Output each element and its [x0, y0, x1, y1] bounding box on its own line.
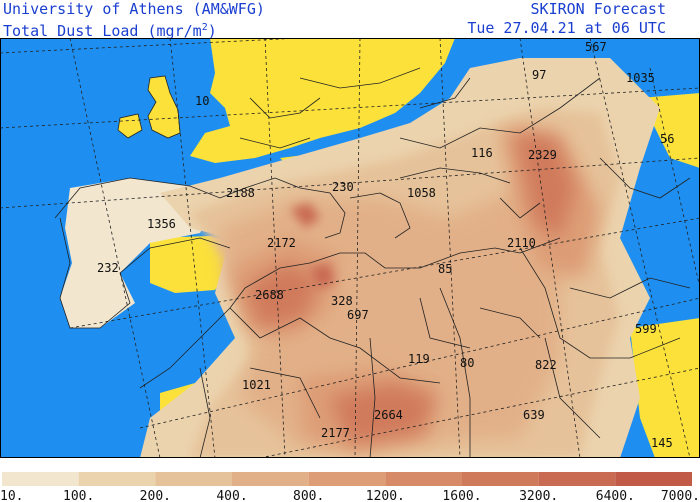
map-value: 639	[523, 408, 545, 422]
map-value: 1058	[407, 186, 436, 200]
colorbar-tick-label: 1600.	[442, 489, 481, 502]
colorbar-tick-label: 200.	[140, 489, 171, 502]
dust-values: 567 10 97 1035 56 116 2329 2188 230 1058…	[97, 40, 674, 450]
map-value: 56	[660, 132, 674, 146]
colorbar-bin	[232, 472, 309, 486]
org-title: University of Athens (AM&WFG)	[3, 0, 265, 18]
borders	[54, 67, 691, 458]
colorbar-tick-label: 400.	[216, 489, 247, 502]
map-value: 1356	[147, 217, 176, 231]
map-value: 145	[651, 436, 673, 450]
model-title: SKIRON Forecast	[530, 0, 666, 18]
colorbar-bin	[155, 472, 232, 486]
map-value: 10	[195, 94, 209, 108]
header-variable: Total Dust Load (mgr/m2)	[3, 19, 217, 40]
colorbar-tick-label: 1200.	[366, 489, 405, 502]
colorbar-tick-label: 7000.	[661, 489, 700, 502]
graticule	[0, 38, 700, 458]
colorbar-tick-label: 10.	[0, 489, 23, 502]
map-value: 2188	[226, 186, 255, 200]
map-value: 232	[97, 261, 119, 275]
map-value: 822	[535, 358, 557, 372]
header-model: SKIRON Forecast	[531, 0, 666, 18]
colorbar-bins	[2, 472, 692, 486]
valid-time: Tue 27.04.21 at 06 UTC	[467, 19, 666, 37]
british-isles	[117, 75, 181, 139]
variable-close: )	[207, 22, 217, 40]
map-value: 1021	[242, 378, 271, 392]
header-valid-time: Tue 27.04.21 at 06 UTC	[467, 19, 666, 37]
dust-load-map: 567 10 97 1035 56 116 2329 2188 230 1058…	[0, 38, 700, 458]
map-value: 697	[347, 308, 369, 322]
map-value: 2664	[374, 408, 403, 422]
map-value: 2172	[267, 236, 296, 250]
colorbar-ticks: 10. 100. 200. 400. 800. 1200. 1600. 3200. 6400. 7…	[0, 489, 700, 502]
map-value: 2177	[321, 426, 350, 440]
colorbar-tick-label: 3200.	[519, 489, 558, 502]
header-org: University of Athens (AM&WFG)	[3, 0, 265, 18]
map-value: 2688	[255, 288, 284, 302]
colorbar-bin	[538, 472, 616, 486]
map-value: 230	[332, 180, 354, 194]
map-value: 85	[438, 262, 452, 276]
colorbar-bin	[385, 472, 462, 486]
map-value: 97	[532, 68, 546, 82]
map-value: 328	[331, 294, 353, 308]
map-value: 567	[585, 40, 607, 54]
variable-title: Total Dust Load (mgr/m	[3, 22, 202, 40]
dust-field	[140, 58, 660, 458]
colorbar-bin	[2, 472, 79, 486]
colorbar: 10. 100. 200. 400. 800. 1200. 1600. 3200. 6400. 7…	[0, 472, 700, 502]
colorbar-tick-label: 800.	[293, 489, 324, 502]
colorbar-tick-label: 100.	[63, 489, 94, 502]
map-value: 116	[471, 146, 493, 160]
map-value: 80	[460, 356, 474, 370]
colorbar-tick-label: 6400.	[596, 489, 635, 502]
map-value: 2110	[507, 236, 536, 250]
colorbar-bin	[462, 472, 539, 486]
map-value: 2329	[528, 148, 557, 162]
map-value: 1035	[626, 71, 655, 85]
variable-superscript: 2	[201, 22, 208, 33]
colorbar-bin	[78, 472, 156, 486]
colorbar-bin	[308, 472, 386, 486]
map-value: 599	[635, 322, 657, 336]
map-value: 119	[408, 352, 430, 366]
colorbar-bin	[615, 472, 692, 486]
